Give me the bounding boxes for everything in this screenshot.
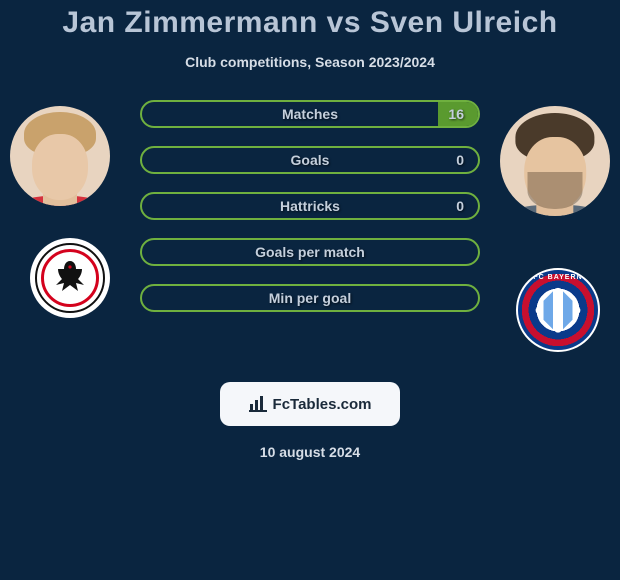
stat-label: Goals xyxy=(291,152,330,168)
stat-label: Min per goal xyxy=(269,290,351,306)
comparison-panel: FC BAYERN Matches 16 Goals 0 Hattricks 0 xyxy=(0,100,620,380)
stat-row-hattricks: Hattricks 0 xyxy=(140,192,480,220)
stat-label: Hattricks xyxy=(280,198,340,214)
stat-row-goals: Goals 0 xyxy=(140,146,480,174)
stat-row-goals-per-match: Goals per match xyxy=(140,238,480,266)
eagle-icon xyxy=(48,255,92,299)
subtitle: Club competitions, Season 2023/2024 xyxy=(0,54,620,70)
stat-label: Goals per match xyxy=(255,244,365,260)
stat-bars: Matches 16 Goals 0 Hattricks 0 Goals per… xyxy=(140,100,480,330)
player-right-avatar xyxy=(500,106,610,216)
club-right-logo: FC BAYERN xyxy=(516,268,600,352)
player-left-avatar xyxy=(10,106,110,206)
brand-text: FcTables.com xyxy=(273,396,372,413)
chart-icon xyxy=(249,396,267,412)
date-label: 10 august 2024 xyxy=(0,444,620,460)
stat-row-matches: Matches 16 xyxy=(140,100,480,128)
stat-label: Matches xyxy=(282,106,338,122)
stat-row-min-per-goal: Min per goal xyxy=(140,284,480,312)
brand-badge[interactable]: FcTables.com xyxy=(220,382,400,426)
club-left-logo xyxy=(30,238,110,318)
stat-value-right: 0 xyxy=(456,152,464,168)
stat-value-right: 0 xyxy=(456,198,464,214)
stat-value-right: 16 xyxy=(448,106,464,122)
page-title: Jan Zimmermann vs Sven Ulreich xyxy=(0,6,620,40)
